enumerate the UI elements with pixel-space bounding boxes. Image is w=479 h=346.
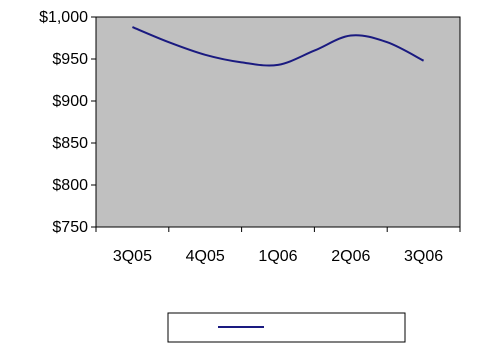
y-tick-label: $950: [52, 51, 88, 68]
legend-box: [167, 312, 406, 343]
y-tick-label: $800: [52, 177, 88, 194]
y-axis: $1,000 $950 $900 $850 $800 $750: [39, 9, 96, 236]
y-tick-label: $750: [52, 219, 88, 236]
x-tick-label: 3Q05: [113, 248, 152, 265]
x-axis: 3Q05 4Q05 1Q06 2Q06 3Q06: [95, 227, 461, 265]
y-tick-label: $850: [52, 135, 88, 152]
series-layer: [132, 26, 425, 67]
x-tick-label: 4Q05: [186, 248, 225, 265]
legend: [167, 312, 406, 343]
y-tick-label: $1,000: [39, 9, 88, 26]
x-tick-label: 2Q06: [331, 248, 370, 265]
y-tick-label: $900: [52, 93, 88, 110]
x-tick-label: 1Q06: [258, 248, 297, 265]
plot-area: [95, 16, 461, 228]
series-line: [132, 26, 425, 67]
x-tick-label: 3Q06: [404, 248, 443, 265]
